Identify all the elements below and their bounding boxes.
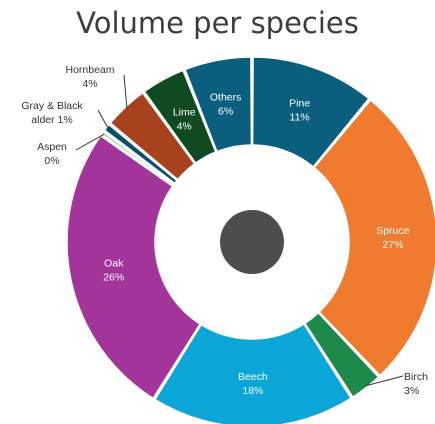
slice-outside-label-hornbeam: Hornbeam — [65, 64, 114, 76]
slice-label-others: Others — [210, 91, 242, 103]
slice-pine — [251, 56, 370, 168]
slice-label-beech: Beech — [238, 371, 268, 383]
slice-value-others: 6% — [218, 105, 233, 117]
slice-outside-label-birch: 3% — [404, 385, 419, 397]
slice-hornbeam — [109, 91, 196, 181]
slice-beech — [153, 322, 353, 424]
slice-label-lime: Lime — [173, 106, 196, 118]
slice-oak — [66, 134, 202, 400]
slice-label-oak: Oak — [104, 258, 124, 270]
slice-value-beech: 18% — [242, 385, 263, 397]
slice-outside-label-aspen: 0% — [44, 155, 59, 167]
slice-outside-label-gray-black-alder: alder 1% — [31, 114, 72, 126]
center-dot — [220, 210, 284, 274]
leader-line-hornbeam — [123, 74, 128, 109]
slice-spruce — [313, 98, 435, 377]
slice-outside-label-gray-black-alder: Gray & Black — [21, 100, 83, 112]
slice-outside-label-aspen: Aspen — [37, 141, 67, 153]
slice-others — [184, 56, 253, 153]
slice-outside-label-birch: Birch — [404, 371, 428, 383]
leader-line-aspen — [75, 133, 105, 151]
slice-label-pine: Pine — [289, 97, 310, 109]
slice-value-pine: 11% — [290, 111, 310, 123]
leader-line-gray-black-alder — [97, 109, 109, 129]
slice-value-spruce: 27% — [382, 239, 403, 251]
slice-value-lime: 4% — [177, 120, 192, 132]
slice-value-oak: 26% — [103, 272, 124, 284]
leader-line-birch — [364, 375, 404, 387]
slice-aspen — [100, 130, 176, 187]
slice-lime — [143, 69, 217, 165]
slice-outside-label-hornbeam: 4% — [82, 78, 97, 90]
slice-label-spruce: Spruce — [376, 225, 409, 237]
chart-title: Volume per species — [76, 6, 359, 40]
slice-gray-black-alder — [103, 123, 179, 185]
